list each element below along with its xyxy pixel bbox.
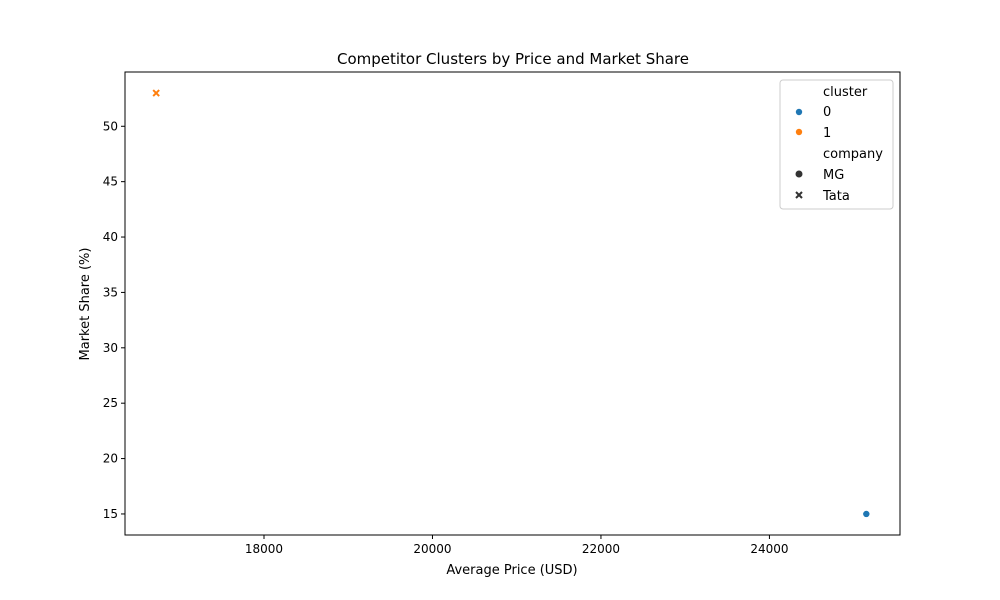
plot-area [124, 71, 901, 536]
legend-hue-title: cluster [823, 85, 868, 100]
legend-cluster-0-label: 0 [823, 105, 831, 120]
data-points [152, 89, 871, 518]
x-axis: 18000 20000 22000 24000 [245, 535, 789, 556]
legend-mg-marker [795, 170, 803, 178]
y-axis: 15 20 25 30 35 40 45 50 [103, 119, 125, 521]
x-tick-label: 24000 [750, 542, 788, 556]
legend-tata-marker [795, 191, 803, 199]
legend-cluster-0-marker [795, 108, 803, 116]
legend-frame [779, 79, 894, 210]
y-tick-label: 30 [103, 341, 118, 355]
legend-cluster-1-marker [795, 128, 803, 136]
y-tick-label: 15 [103, 507, 118, 521]
x-axis-label: Average Price (USD) [446, 563, 577, 578]
x-tick-label: 18000 [245, 542, 283, 556]
legend-cluster-1-label: 1 [823, 126, 831, 141]
y-tick-label: 45 [103, 175, 118, 189]
x-tick-label: 22000 [582, 542, 620, 556]
legend-style-title: company [823, 147, 883, 162]
x-tick-label: 20000 [413, 542, 451, 556]
y-axis-label: Market Share (%) [78, 248, 93, 361]
y-tick-label: 50 [103, 119, 118, 133]
legend: cluster 0 1 company MG Tata [779, 79, 894, 210]
y-tick-label: 35 [103, 285, 118, 299]
point-tata [152, 89, 160, 97]
legend-tata-label: Tata [822, 189, 850, 204]
point-mg [862, 510, 871, 518]
y-tick-label: 25 [103, 396, 118, 410]
y-tick-label: 40 [103, 230, 118, 244]
chart-title: Competitor Clusters by Price and Market … [337, 50, 689, 68]
legend-mg-label: MG [823, 168, 844, 183]
y-tick-label: 20 [103, 452, 118, 466]
